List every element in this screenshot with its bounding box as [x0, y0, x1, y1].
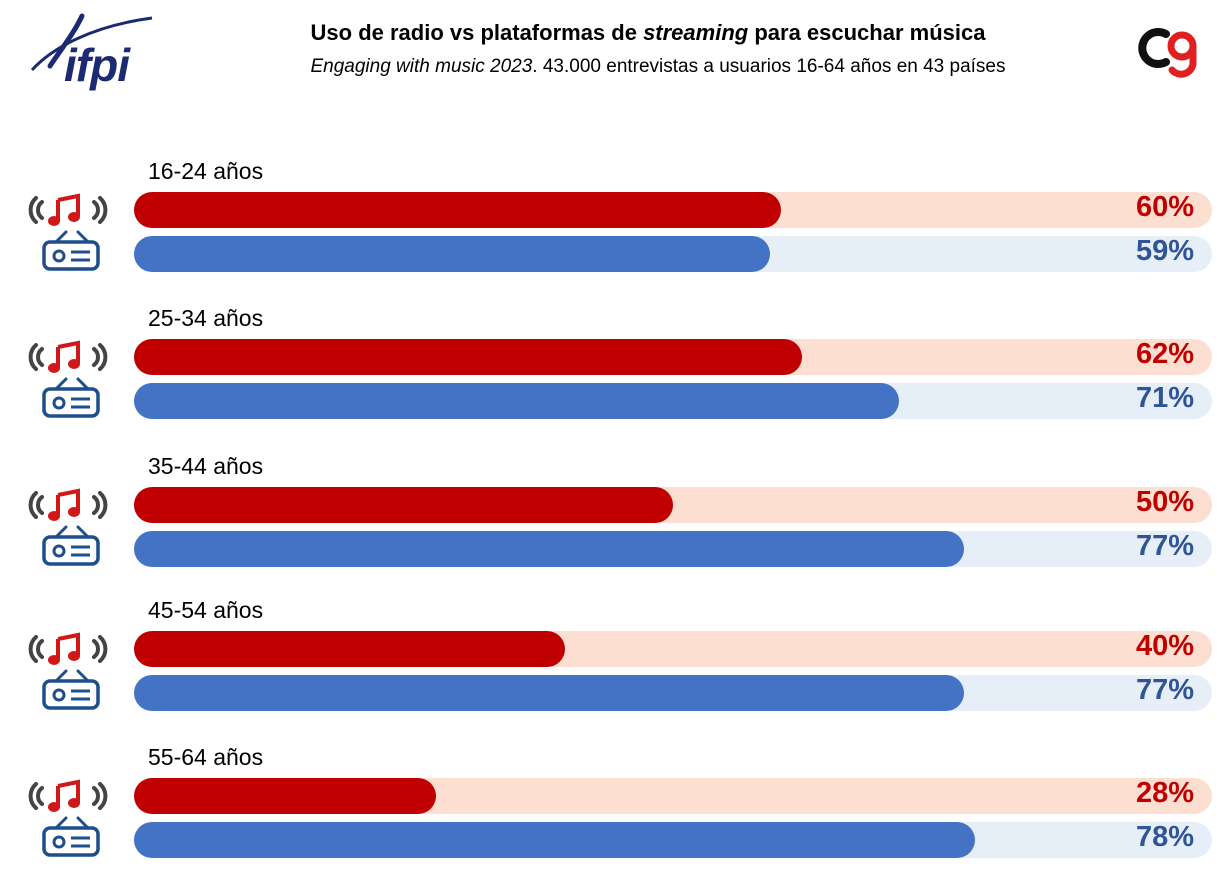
streaming-bar-track [134, 778, 1212, 814]
streaming-bar [134, 487, 673, 523]
radio-icon [40, 816, 104, 863]
music-streaming-icon [26, 485, 110, 530]
chart-subtitle: Engaging with music 2023. 43.000 entrevi… [310, 56, 1006, 77]
radio-bar [134, 531, 964, 567]
radio-bar-track [134, 531, 1212, 567]
music-streaming-icon [26, 776, 110, 821]
age-group-label: 16-24 años [148, 158, 264, 184]
radio-value-label: 78% [1135, 821, 1194, 853]
radio-value-label: 77% [1135, 530, 1194, 562]
streaming-value-label: 62% [1135, 338, 1194, 370]
radio-bar-track [134, 383, 1212, 419]
streaming-value-label: 50% [1135, 486, 1194, 518]
header: ifpi Uso de radio vs plataformas de stre… [0, 0, 1228, 120]
radio-icon [40, 377, 104, 424]
radio-icon [40, 230, 104, 277]
streaming-value-label: 60% [1135, 191, 1194, 223]
streaming-bar-track [134, 631, 1212, 667]
radio-icon [40, 669, 104, 716]
radio-value-label: 77% [1135, 674, 1194, 706]
music-streaming-icon [26, 190, 110, 235]
streaming-bar-track [134, 487, 1212, 523]
radio-bar [134, 675, 964, 711]
streaming-bar [134, 778, 436, 814]
streaming-bar-track [134, 339, 1212, 375]
radio-bar-track [134, 822, 1212, 858]
radio-bar [134, 383, 899, 419]
age-group-label: 45-54 años [148, 597, 264, 623]
age-group-label: 55-64 años [148, 744, 264, 770]
brand-logo [1136, 20, 1206, 80]
music-streaming-icon [26, 337, 110, 382]
music-streaming-icon [26, 629, 110, 674]
streaming-bar [134, 631, 565, 667]
age-group-label: 25-34 años [148, 305, 264, 331]
age-group-label: 35-44 años [148, 453, 264, 479]
radio-bar-track [134, 236, 1212, 272]
radio-icon [40, 525, 104, 572]
streaming-value-label: 28% [1135, 777, 1194, 809]
streaming-bar [134, 339, 802, 375]
streaming-bar-track [134, 192, 1212, 228]
radio-value-label: 59% [1135, 235, 1194, 267]
chart-title: Uso de radio vs plataformas de streaming… [310, 20, 986, 45]
streaming-bar [134, 192, 781, 228]
streaming-value-label: 40% [1135, 630, 1194, 662]
radio-bar-track [134, 675, 1212, 711]
ifpi-logo-text: ifpi [64, 39, 130, 91]
radio-bar [134, 822, 975, 858]
radio-bar [134, 236, 770, 272]
ifpi-logo: ifpi [22, 8, 162, 93]
radio-value-label: 71% [1135, 382, 1194, 414]
